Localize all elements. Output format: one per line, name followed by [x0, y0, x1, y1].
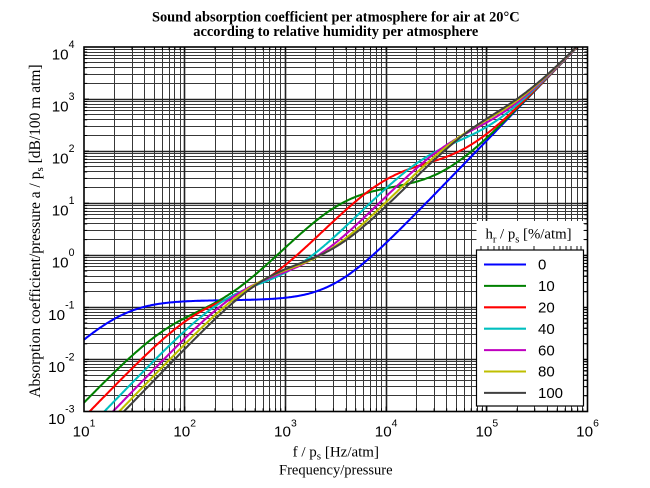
svg-text:hr / ps [%/atm]: hr / ps [%/atm]: [485, 227, 571, 246]
svg-text:f / ps [Hz/atm]: f / ps [Hz/atm]: [293, 444, 379, 462]
svg-text:Frequency/pressure: Frequency/pressure: [279, 462, 393, 478]
svg-text:80: 80: [538, 364, 555, 381]
svg-text:Absorption coefficient/pressur: Absorption coefficient/pressure a / ps […: [27, 64, 46, 397]
svg-text:60: 60: [538, 342, 555, 359]
svg-text:10: 10: [538, 278, 555, 295]
svg-text:according to relative humidity: according to relative humidity per atmos…: [193, 24, 479, 40]
svg-text:20: 20: [538, 300, 555, 317]
svg-text:100: 100: [538, 385, 563, 402]
svg-text:0: 0: [538, 257, 546, 274]
svg-text:Sound absorption coefficient p: Sound absorption coefficient per atmosph…: [152, 10, 520, 26]
svg-text:40: 40: [538, 321, 555, 338]
